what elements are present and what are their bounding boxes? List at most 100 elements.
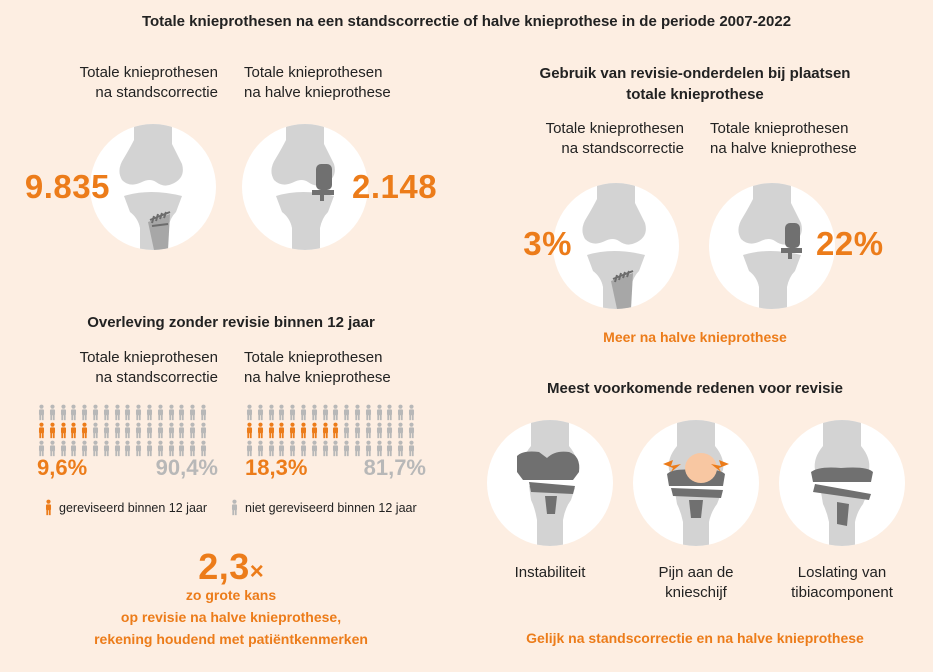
person-not-revised-icon (408, 422, 414, 439)
person-not-revised-icon (114, 422, 120, 439)
person-not-revised-icon (279, 404, 285, 421)
knee-osteotomy-illustration-1 (90, 124, 216, 250)
person-not-revised-icon (246, 404, 253, 421)
person-revised-icon (333, 422, 339, 439)
person-orange-icon (45, 499, 52, 516)
person-not-revised-icon (376, 440, 382, 457)
person-not-revised-icon (311, 404, 317, 421)
count-right-label-line2: na halve knieprothese (244, 84, 391, 101)
person-not-revised-icon (146, 422, 152, 439)
person-not-revised-icon (168, 422, 174, 439)
legend-revised: gereviseerd binnen 12 jaar (44, 499, 207, 516)
risk-line2: op revisie na halve knieprothese, (120, 609, 342, 625)
revision-right-label-line1: Totale knieprothesen (710, 120, 849, 137)
person-not-revised-icon (398, 404, 404, 421)
person-not-revised-icon (190, 440, 196, 457)
revision-left-label: Totale knieprothesen na standscorrectie (484, 119, 684, 159)
person-not-revised-icon (387, 422, 393, 439)
survival-title: Overleving zonder revisie binnen 12 jaar (87, 314, 375, 331)
person-not-revised-icon (387, 440, 393, 457)
survival-right-label-line2: na halve knieprothese (244, 369, 391, 386)
person-not-revised-icon (333, 440, 339, 457)
knee-unicompartmental-illustration-2 (709, 183, 835, 309)
person-not-revised-icon (257, 404, 263, 421)
person-not-revised-icon (136, 422, 142, 439)
person-not-revised-icon (354, 422, 360, 439)
survival-right-label-line1: Totale knieprothesen (244, 349, 383, 366)
revision-parts-title: Gebruik van revisie-onderdelen bij plaat… (475, 63, 915, 105)
person-not-revised-icon (114, 440, 120, 457)
person-revised-icon (300, 422, 307, 439)
person-not-revised-icon (179, 404, 185, 421)
person-not-revised-icon (365, 440, 371, 457)
person-not-revised-icon (279, 440, 285, 457)
person-not-revised-icon (300, 404, 307, 421)
person-grey-icon (231, 499, 238, 516)
person-not-revised-icon (257, 440, 263, 457)
reason-1-label: Instabiliteit (487, 563, 613, 583)
risk-factor-value: 2,3 (198, 546, 250, 587)
person-not-revised-icon (322, 404, 328, 421)
person-not-revised-icon (125, 422, 131, 439)
risk-text: zo grote kans op revisie na halve kniepr… (0, 584, 462, 650)
person-revised-icon (290, 422, 296, 439)
person-revised-icon (71, 422, 77, 439)
count-left-value: 9.835 (24, 168, 110, 205)
person-not-revised-icon (322, 440, 328, 457)
reasons-title: Meest voorkomende redenen voor revisie (547, 380, 843, 397)
legend-revised-label: gereviseerd binnen 12 jaar (59, 500, 208, 515)
person-not-revised-icon (179, 422, 185, 439)
person-not-revised-icon (300, 440, 307, 457)
knee-instability-illustration (487, 420, 613, 546)
person-not-revised-icon (290, 440, 296, 457)
person-not-revised-icon (146, 440, 152, 457)
legend-not-revised-label: niet gereviseerd binnen 12 jaar (245, 500, 417, 515)
revision-left-label-line1: Totale knieprothesen (545, 120, 684, 137)
person-revised-icon (82, 422, 88, 439)
person-revised-icon (268, 422, 274, 439)
knee-osteotomy-illustration-2 (553, 183, 679, 309)
person-not-revised-icon (136, 440, 142, 457)
person-revised-icon (279, 422, 285, 439)
person-not-revised-icon (246, 440, 253, 457)
reason-1-line1: Instabiliteit (514, 564, 586, 581)
count-right-value: 2.148 (352, 168, 438, 205)
person-not-revised-icon (157, 440, 163, 457)
survival-left-label-line2: na standscorrectie (95, 369, 218, 386)
reason-2-line1: Pijn aan de (658, 564, 734, 581)
person-not-revised-icon (408, 404, 414, 421)
legend-not-revised: niet gereviseerd binnen 12 jaar (230, 499, 417, 516)
person-not-revised-icon (365, 404, 371, 421)
person-not-revised-icon (344, 422, 350, 439)
person-not-revised-icon (290, 404, 296, 421)
survival-right-revised: 18,3% (245, 455, 308, 480)
person-not-revised-icon (60, 404, 66, 421)
survival-right-not-revised: 81,7% (363, 455, 426, 480)
person-not-revised-icon (38, 440, 45, 457)
person-not-revised-icon (49, 440, 55, 457)
person-not-revised-icon (268, 440, 274, 457)
person-revised-icon (257, 422, 263, 439)
person-not-revised-icon (92, 440, 99, 457)
reason-3-label: Loslating van tibiacomponent (766, 563, 918, 603)
person-not-revised-icon (92, 404, 99, 421)
person-not-revised-icon (200, 404, 206, 421)
reason-3-line1: Loslating van (797, 564, 887, 581)
person-not-revised-icon (157, 404, 163, 421)
person-not-revised-icon (82, 440, 88, 457)
person-not-revised-icon (71, 404, 77, 421)
revision-parts-title-line2: totale knieprothese (626, 86, 764, 103)
person-not-revised-icon (398, 422, 404, 439)
people-grid-left (37, 404, 210, 458)
person-not-revised-icon (49, 404, 55, 421)
count-left-label-line1: Totale knieprothesen (79, 64, 218, 81)
person-not-revised-icon (365, 422, 371, 439)
revision-parts-title-line1: Gebruik van revisie-onderdelen bij plaat… (539, 65, 851, 82)
person-revised-icon (60, 422, 66, 439)
person-not-revised-icon (92, 422, 99, 439)
risk-line3: rekening houdend met patiëntkenmerken (94, 631, 368, 647)
person-not-revised-icon (344, 440, 350, 457)
person-not-revised-icon (190, 422, 196, 439)
revision-right-label: Totale knieprothesen na halve knieprothe… (710, 119, 920, 159)
risk-line1: zo grote kans (185, 587, 277, 603)
